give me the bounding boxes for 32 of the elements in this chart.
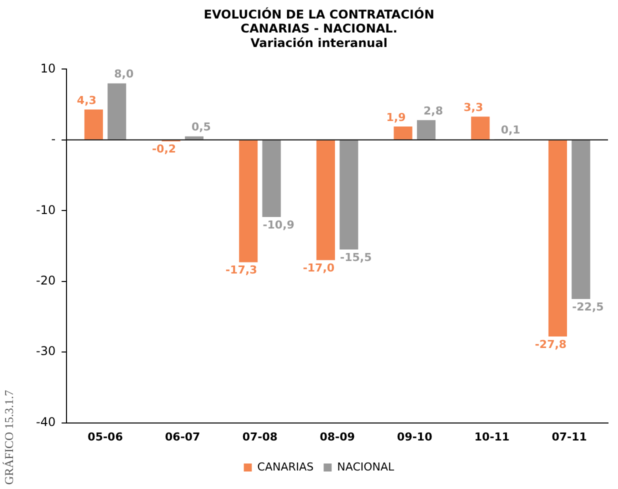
data-label: -27,8 — [534, 338, 567, 351]
data-label: 0,5 — [191, 120, 211, 134]
data-label: -0,2 — [152, 142, 176, 156]
x-tick-label: 07-08 — [242, 430, 278, 444]
x-tick-label: 08-09 — [320, 430, 355, 444]
data-label: 1,9 — [386, 110, 406, 124]
y-tick-label: - — [51, 132, 56, 146]
y-tick-label: 10 — [40, 61, 56, 76]
legend-label: NACIONAL — [337, 460, 396, 474]
text: GRÁFICO 15.3.1.7 — [2, 390, 17, 485]
x-tick-label: 07-11 — [552, 430, 587, 444]
x-tick-label: 05-06 — [88, 430, 124, 444]
x-tick-label: 09-10 — [397, 430, 433, 444]
data-label: -10,9 — [262, 218, 294, 232]
chart-title: EVOLUCIÓN DE LA CONTRATACIÓN CANARIAS - NACIONAL. — [204, 6, 434, 36]
y-tick-label: -20 — [36, 273, 56, 288]
data-label: 3,3 — [464, 100, 484, 114]
y-tick-label: -30 — [36, 344, 56, 358]
y-tick-label: -10 — [36, 202, 56, 217]
data-label: 2,8 — [423, 104, 443, 118]
y-tick-label: -40 — [36, 414, 56, 429]
data-label: -22,5 — [572, 300, 604, 314]
data-label: 4,3 — [76, 94, 96, 107]
x-tick-label: 10-11 — [474, 430, 510, 444]
data-label: -17,0 — [302, 262, 335, 275]
chart-subtitle: Variación interanual — [250, 36, 388, 50]
legend-label: CANARIAS — [257, 460, 314, 474]
x-tick-label: 06-07 — [165, 430, 200, 444]
data-label: 0,1 — [500, 124, 520, 137]
data-label: 8,0 — [114, 68, 134, 81]
data-label: -15,5 — [340, 250, 372, 264]
data-label: -17,3 — [225, 264, 258, 277]
